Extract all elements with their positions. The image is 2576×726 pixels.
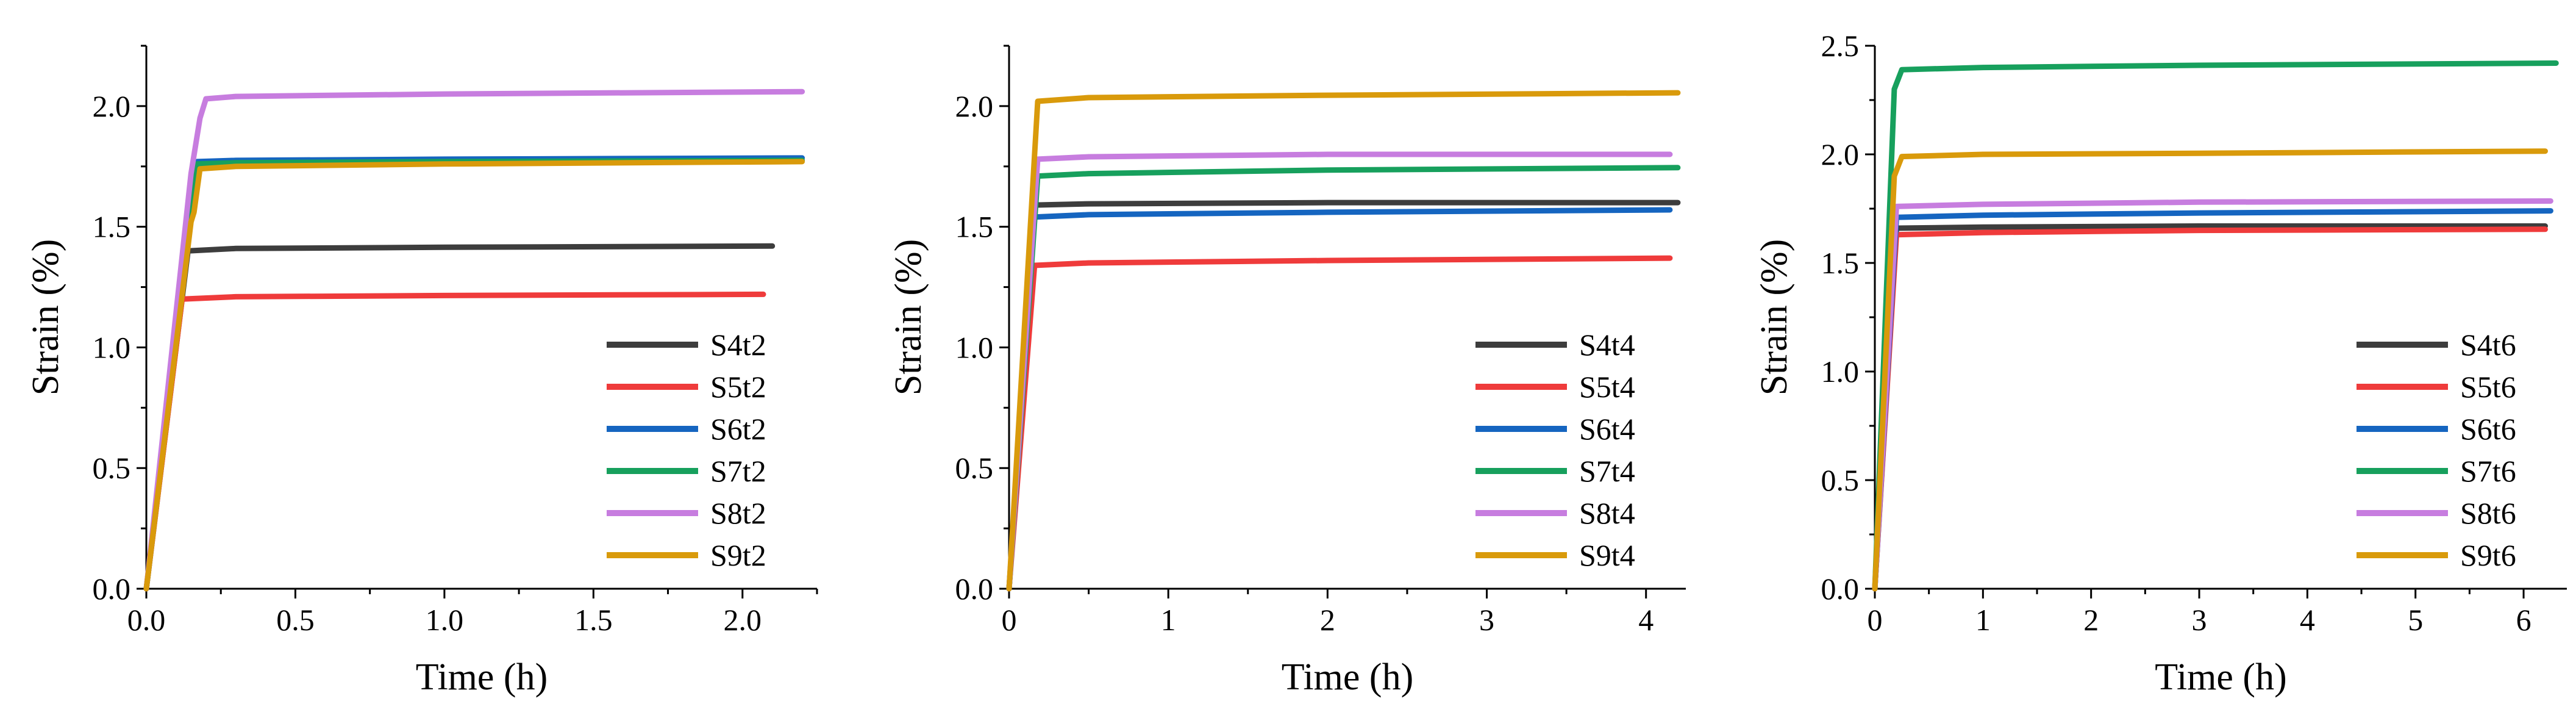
legend-label-S7t6: S7t6 bbox=[2460, 454, 2516, 488]
legend-label-S7t2: S7t2 bbox=[710, 454, 766, 488]
x-tick-label: 6 bbox=[2516, 603, 2531, 637]
y-tick-label: 0.0 bbox=[1821, 572, 1860, 606]
x-tick-label: 4 bbox=[1638, 603, 1654, 637]
legend-label-S5t6: S5t6 bbox=[2460, 370, 2516, 404]
y-tick-label: 2.0 bbox=[955, 89, 994, 123]
x-tick-label: 0 bbox=[1868, 603, 1883, 637]
series-line-S8t2 bbox=[143, 88, 805, 592]
series-line-S5t6 bbox=[1872, 226, 2548, 592]
legend-label-S9t2: S9t2 bbox=[710, 538, 766, 572]
y-tick-label: 1.0 bbox=[93, 330, 131, 364]
series-line-S7t6 bbox=[1872, 60, 2559, 592]
legend-label-S9t6: S9t6 bbox=[2460, 538, 2516, 572]
series-line-S9t6 bbox=[1872, 148, 2548, 592]
series-line-S8t4 bbox=[1006, 151, 1673, 592]
x-tick-label: 1.5 bbox=[574, 603, 613, 637]
series-line-S9t2 bbox=[143, 159, 805, 592]
x-tick-label: 0.5 bbox=[276, 603, 315, 637]
y-tick-label: 2.5 bbox=[1821, 29, 1860, 63]
series-line-S8t6 bbox=[1872, 198, 2553, 592]
legend-label-S8t6: S8t6 bbox=[2460, 496, 2516, 530]
x-tick-label: 5 bbox=[2408, 603, 2423, 637]
chart-panel-2: 0 1 2 3 4 0.0 0.5 1.0 1.5 2.0 Time (h) Strain (%) S4… bbox=[888, 45, 1686, 698]
chart-panel-3: 0 1 2 3 4 5 6 0.0 0.5 1.0 1.5 2.0 2.5 Time (h) Strain … bbox=[1754, 29, 2567, 698]
x-tick-label: 3 bbox=[2192, 603, 2207, 637]
y-tick-label: 1.5 bbox=[1821, 246, 1860, 280]
legend-label-S7t4: S7t4 bbox=[1579, 454, 1635, 488]
x-tick-label: 0 bbox=[1002, 603, 1017, 637]
y-axis-title: Strain (%) bbox=[25, 239, 66, 396]
legend-label-S4t4: S4t4 bbox=[1579, 328, 1635, 362]
legend-label-S4t6: S4t6 bbox=[2460, 328, 2516, 362]
y-tick-label: 0.5 bbox=[93, 451, 131, 485]
y-tick-label: 2.0 bbox=[93, 89, 131, 123]
legend-label-S8t4: S8t4 bbox=[1579, 496, 1635, 530]
series-line-S9t4 bbox=[1006, 90, 1681, 592]
x-tick-label: 4 bbox=[2300, 603, 2315, 637]
x-tick-label: 1 bbox=[1975, 603, 1991, 637]
x-tick-label: 3 bbox=[1479, 603, 1494, 637]
series-line-S6t4 bbox=[1006, 207, 1673, 592]
x-axis-title: Time (h) bbox=[1282, 656, 1413, 698]
y-tick-label: 1.0 bbox=[955, 330, 994, 364]
series-line-S6t2 bbox=[143, 155, 805, 592]
x-tick-label: 2 bbox=[2083, 603, 2099, 637]
y-tick-label: 0.0 bbox=[955, 572, 994, 606]
y-tick-label: 0.5 bbox=[955, 451, 994, 485]
legend-label-S5t4: S5t4 bbox=[1579, 370, 1635, 404]
y-tick-label: 1.5 bbox=[93, 210, 131, 244]
x-tick-label: 0.0 bbox=[127, 603, 166, 637]
y-tick-label: 2.0 bbox=[1821, 137, 1860, 171]
legend-label-S8t2: S8t2 bbox=[710, 496, 766, 530]
series-line-S5t2 bbox=[143, 291, 766, 592]
legend-label-S4t2: S4t2 bbox=[710, 328, 766, 362]
legend-label-S6t2: S6t2 bbox=[710, 412, 766, 446]
y-tick-label: 0.5 bbox=[1821, 463, 1860, 497]
x-axis-title: Time (h) bbox=[2155, 656, 2286, 698]
legend-label-S6t4: S6t4 bbox=[1579, 412, 1635, 446]
x-tick-label: 2.0 bbox=[724, 603, 762, 637]
x-axis-title: Time (h) bbox=[416, 656, 548, 698]
y-axis-title: Strain (%) bbox=[888, 239, 929, 396]
y-tick-label: 0.0 bbox=[93, 572, 131, 606]
legend-label-S5t2: S5t2 bbox=[710, 370, 766, 404]
series-line-S6t6 bbox=[1872, 208, 2553, 592]
x-tick-label: 1.0 bbox=[426, 603, 464, 637]
y-tick-label: 1.5 bbox=[955, 210, 994, 244]
x-tick-label: 1 bbox=[1161, 603, 1176, 637]
series-line-S7t4 bbox=[1006, 165, 1681, 592]
series-line-S4t6 bbox=[1872, 223, 2548, 592]
series-line-S7t2 bbox=[143, 157, 805, 592]
x-tick-label: 2 bbox=[1320, 603, 1335, 637]
chart-panel-1: 0.0 0.5 1.0 1.5 2.0 0.0 0.5 1.0 1.5 2.0 Time (h) St… bbox=[25, 45, 818, 698]
legend-label-S6t6: S6t6 bbox=[2460, 412, 2516, 446]
series-line-S5t4 bbox=[1006, 255, 1673, 592]
y-tick-label: 1.0 bbox=[1821, 354, 1860, 389]
y-axis-title: Strain (%) bbox=[1754, 239, 1795, 396]
legend-label-S9t4: S9t4 bbox=[1579, 538, 1635, 572]
